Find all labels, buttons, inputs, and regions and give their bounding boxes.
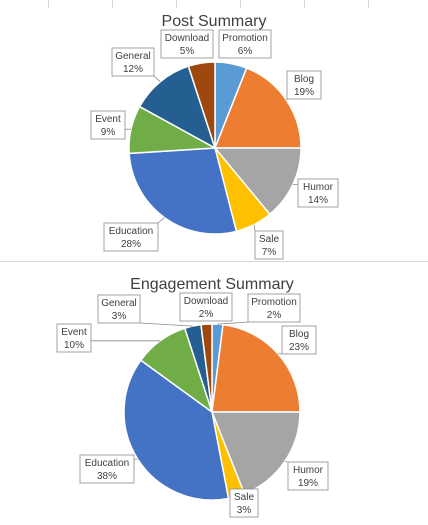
data-label-category: Education [85,458,129,469]
data-label-category: Sale [259,234,279,245]
post-summary-pie-svg: Post Summary Promotion 6% Blog 19% Humor 14% Sa… [90,13,339,260]
data-label-category: Event [61,327,87,338]
data-label-box [90,110,126,140]
leader-line [139,322,193,327]
data-label-value: 5% [180,46,195,57]
pie-slice-blog [211,323,301,413]
divider [0,261,428,262]
data-label-value: 14% [308,195,328,206]
gridline [368,0,369,8]
data-label-category: General [115,51,151,62]
engagement-summary-pie-svg: Engagement Summary Promotion 2% Blog 23% Humo… [56,276,329,518]
data-label-value: 2% [199,309,214,320]
data-label-value: 7% [262,247,277,258]
data-label-box [286,70,322,100]
data-label-value: 19% [298,478,318,489]
chart-title: Post Summary [162,13,267,30]
data-label-value: 12% [123,64,143,75]
data-label-box [287,461,329,491]
gridline [176,0,177,8]
gridline [304,0,305,8]
data-label-box [56,323,92,353]
data-label-value: 3% [237,505,252,516]
pie-slice-download [200,323,213,413]
data-label-box [254,230,284,260]
data-label-box [160,29,214,59]
data-label-box [247,293,301,323]
data-label-category: Promotion [251,297,297,308]
pie-slice-education [123,359,230,501]
leader-line [284,461,289,463]
data-label-value: 19% [294,87,314,98]
data-label-category: Event [95,114,121,125]
data-label-value: 10% [64,340,84,351]
leader-line [157,217,165,224]
data-label-category: Education [109,226,153,237]
data-label-category: Download [165,33,209,44]
data-label-value: 2% [267,310,282,321]
data-label-box [111,47,155,77]
pie-slice-download [187,61,216,149]
pie-slice-general [138,65,217,150]
data-label-value: 28% [121,239,141,250]
data-label-category: Download [184,296,228,307]
data-label-box [103,222,159,252]
data-label-box [281,325,317,355]
gridline [48,0,49,8]
data-label-box [179,292,233,322]
data-label-box [229,488,259,518]
data-label-category: Promotion [222,33,268,44]
post-summary-chart: Post Summary Promotion 6% Blog 19% Humor 14% Sa… [0,0,428,262]
data-label-category: Humor [293,465,324,476]
data-label-category: Sale [234,492,254,503]
leader-line [217,321,249,325]
data-label-box [297,178,339,208]
data-label-category: Blog [294,74,314,85]
data-label-box [97,294,141,324]
leader-line [253,224,256,232]
data-label-value: 3% [112,311,127,322]
data-label-category: General [101,298,137,309]
gridline [240,0,241,8]
gridline [112,0,113,8]
data-label-box [218,29,272,59]
data-label-value: 23% [289,342,309,353]
data-label-value: 6% [238,46,253,57]
chart-title: Engagement Summary [130,276,294,293]
leader-line [153,75,161,82]
data-label-category: Humor [303,182,334,193]
data-label-value: 9% [101,127,116,138]
engagement-summary-chart: Engagement Summary Promotion 2% Blog 23% Humo… [0,263,428,525]
data-label-value: 38% [97,471,117,482]
data-label-category: Blog [289,329,309,340]
data-label-box [79,454,135,484]
